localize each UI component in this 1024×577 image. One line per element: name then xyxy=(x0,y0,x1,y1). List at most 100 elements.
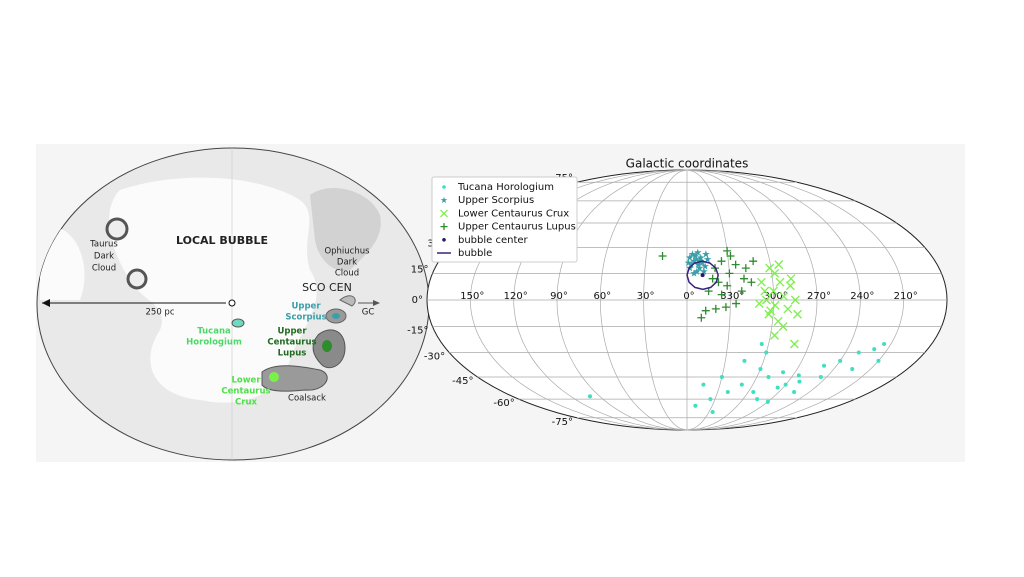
point xyxy=(751,390,756,395)
point xyxy=(797,379,802,384)
chart-title: Galactic coordinates xyxy=(626,157,749,171)
x-tick-label: 330° xyxy=(720,291,744,302)
point xyxy=(696,253,705,261)
point xyxy=(691,252,699,260)
taurus-cloud xyxy=(105,217,129,241)
point xyxy=(759,341,764,347)
point xyxy=(774,260,784,270)
point xyxy=(717,290,726,299)
point xyxy=(725,269,734,278)
point xyxy=(741,264,750,273)
point xyxy=(684,258,693,267)
x-tick-label: 120° xyxy=(504,291,528,302)
y-tick-label: -45° xyxy=(452,376,473,387)
legend-label: bubble center xyxy=(458,235,529,246)
y-tick-label: -30° xyxy=(424,352,445,363)
point xyxy=(723,246,732,255)
point xyxy=(701,262,709,270)
point xyxy=(719,374,724,379)
point xyxy=(818,374,823,379)
point xyxy=(702,250,710,258)
legend-swatch xyxy=(442,238,446,242)
point xyxy=(756,277,766,287)
point xyxy=(793,309,803,319)
y-tick-label: -60° xyxy=(493,398,514,409)
point xyxy=(708,274,717,283)
arrow-head xyxy=(42,299,50,307)
label: Lupus xyxy=(278,349,307,359)
y-tick-label: 15° xyxy=(411,264,429,275)
point xyxy=(775,277,785,287)
lcc-cloud xyxy=(261,365,328,392)
point xyxy=(701,306,710,315)
arrow-head xyxy=(373,300,380,306)
point xyxy=(723,281,732,290)
taurus-cloud xyxy=(126,268,148,290)
point xyxy=(850,367,855,372)
point xyxy=(695,264,704,272)
legend-box xyxy=(431,176,578,263)
point xyxy=(872,347,877,352)
point xyxy=(721,303,730,312)
point xyxy=(658,251,667,260)
label: Tucana xyxy=(197,327,231,337)
point xyxy=(700,267,708,275)
lcc-core xyxy=(269,372,279,382)
label: Upper xyxy=(291,302,321,312)
diagram: Taurus Dark Cloud LOCAL BUBBLE Ophiuchus… xyxy=(36,147,430,461)
label: GC xyxy=(362,308,375,318)
point xyxy=(685,253,694,261)
point xyxy=(765,399,770,404)
label: Taurus xyxy=(89,240,118,250)
legend-label: Upper Scorpius xyxy=(458,195,534,206)
x-tick-label: 270° xyxy=(807,291,831,302)
plot: 150°120°90°60°30°0°330°300°270°240°210°7… xyxy=(407,169,947,431)
point xyxy=(758,367,763,372)
point xyxy=(882,341,887,347)
point xyxy=(739,382,744,387)
point xyxy=(739,274,748,283)
point xyxy=(690,269,698,277)
point xyxy=(769,286,778,296)
point xyxy=(726,251,735,260)
point xyxy=(694,248,702,256)
label: Coalsack xyxy=(288,394,326,404)
x-tick-label: 30° xyxy=(637,291,655,302)
point xyxy=(785,281,795,291)
point xyxy=(761,295,771,305)
point xyxy=(708,397,713,402)
point xyxy=(692,255,701,263)
point xyxy=(775,385,780,390)
label: Centaurus xyxy=(267,338,316,348)
point xyxy=(779,291,789,301)
ucl-core xyxy=(322,340,332,352)
sco-cen-cloud xyxy=(339,295,356,307)
local-bubble-region xyxy=(109,177,317,403)
x-tick-label: 0° xyxy=(683,291,694,302)
point xyxy=(856,350,861,355)
point xyxy=(796,373,801,378)
legend-swatch xyxy=(440,196,448,203)
point xyxy=(755,397,760,402)
point xyxy=(786,274,796,284)
x-tick-label: 60° xyxy=(593,291,611,302)
x-tick-label: 240° xyxy=(850,291,874,302)
label: Lower xyxy=(231,376,261,386)
x-tick-label: 90° xyxy=(550,291,568,302)
legend-swatch xyxy=(440,223,448,231)
point xyxy=(587,394,593,399)
legend-swatch xyxy=(440,209,448,218)
y-tick-label: -75° xyxy=(552,417,573,428)
legend-swatch xyxy=(442,185,446,189)
x-tick-label: 300° xyxy=(764,291,788,302)
point xyxy=(789,339,799,349)
upper-scorpius-core xyxy=(332,313,340,319)
point xyxy=(754,299,764,309)
legend-label: Tucana Horologium xyxy=(457,182,554,193)
point xyxy=(701,382,706,387)
point xyxy=(766,306,775,316)
label: LOCAL BUBBLE xyxy=(176,234,268,247)
ophiuchus-region xyxy=(310,187,381,271)
label: Cloud xyxy=(335,269,359,279)
label: Cloud xyxy=(92,264,116,274)
